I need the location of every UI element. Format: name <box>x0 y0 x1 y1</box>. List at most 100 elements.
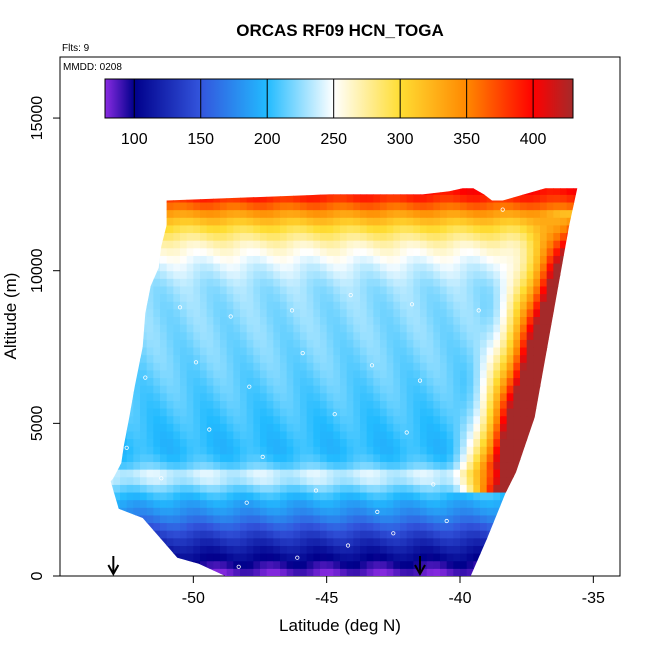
heatmap-cell <box>226 476 234 485</box>
heatmap-cell <box>306 270 314 279</box>
heatmap-cell <box>393 285 401 295</box>
heatmap-cell <box>500 255 508 264</box>
heatmap-cell <box>213 217 221 226</box>
heatmap-cell <box>546 453 554 463</box>
heatmap-cell <box>300 217 308 226</box>
heatmap-cell <box>426 263 434 272</box>
heatmap-cell <box>440 278 448 287</box>
heatmap-cell <box>206 285 214 295</box>
heatmap-cell <box>386 423 394 432</box>
heatmap-cell <box>446 347 454 356</box>
heatmap-cell <box>466 308 474 317</box>
heatmap-cell <box>440 354 448 363</box>
heatmap-cell <box>333 209 341 218</box>
heatmap-cell <box>213 400 221 409</box>
heatmap-cell <box>553 507 561 516</box>
heatmap-cell <box>340 392 348 401</box>
heatmap-cell <box>140 255 148 264</box>
heatmap-cell <box>386 400 394 409</box>
heatmap-cell <box>140 354 148 363</box>
heatmap-cell <box>153 255 161 264</box>
heatmap-cell <box>220 209 228 218</box>
heatmap-cell <box>100 194 107 202</box>
heatmap-cell <box>560 438 568 447</box>
heatmap-cell <box>326 232 334 241</box>
heatmap-cell <box>526 270 534 279</box>
heatmap-cell <box>126 278 134 287</box>
heatmap-cell <box>566 263 574 272</box>
heatmap-cell <box>133 293 141 302</box>
heatmap-cell <box>113 194 121 203</box>
heatmap-cell <box>120 354 128 363</box>
heatmap-cell <box>320 324 328 333</box>
heatmap-cell <box>373 179 380 187</box>
heatmap-cell <box>313 469 321 478</box>
heatmap-cell <box>180 453 188 463</box>
heatmap-cell <box>440 339 448 348</box>
heatmap-cell <box>480 476 488 485</box>
heatmap-cell <box>146 247 154 256</box>
heatmap-cell <box>320 179 327 187</box>
heatmap-cell <box>110 217 114 226</box>
heatmap-cell <box>420 514 428 524</box>
heatmap-cell <box>186 514 194 524</box>
heatmap-cell <box>126 316 134 325</box>
heatmap-cell <box>420 568 428 577</box>
heatmap-cell <box>286 560 294 569</box>
heatmap-cell <box>226 339 234 348</box>
heatmap-cell <box>480 446 488 455</box>
heatmap-cell <box>506 553 514 562</box>
heatmap-cell <box>120 179 127 187</box>
heatmap-cell <box>540 331 548 340</box>
heatmap-cell <box>540 324 548 333</box>
heatmap-cell <box>540 255 548 264</box>
heatmap-cell <box>313 354 321 363</box>
heatmap-cell <box>133 408 141 417</box>
heatmap-cell <box>233 247 241 256</box>
heatmap-cell <box>373 438 381 447</box>
heatmap-cell <box>580 271 587 279</box>
heatmap-cell <box>560 270 568 279</box>
heatmap-cell <box>513 377 521 386</box>
heatmap-cell <box>153 553 161 562</box>
heatmap-cell <box>110 514 114 524</box>
heatmap-cell <box>110 255 114 264</box>
heatmap-cell <box>533 514 541 524</box>
heatmap-cell <box>300 415 308 424</box>
heatmap-cell <box>193 377 201 386</box>
heatmap-cell <box>320 408 328 417</box>
heatmap-cell <box>286 537 294 546</box>
heatmap-cell <box>206 430 214 440</box>
heatmap-cell <box>267 179 274 187</box>
heatmap-cell <box>553 430 561 440</box>
heatmap-cell <box>533 537 541 546</box>
heatmap-cell <box>400 568 408 577</box>
heatmap-cell <box>446 430 454 440</box>
heatmap-cell <box>493 293 501 302</box>
heatmap-cell <box>253 499 261 508</box>
heatmap-cell <box>140 316 148 325</box>
heatmap-cell <box>473 354 481 363</box>
heatmap-cell <box>193 514 201 524</box>
heatmap-cell <box>473 293 481 302</box>
heatmap-cell <box>400 423 408 432</box>
heatmap-cell <box>313 285 321 295</box>
heatmap-cell <box>173 499 181 508</box>
heatmap-cell <box>553 537 561 546</box>
heatmap-cell <box>186 362 194 371</box>
heatmap-cell <box>180 263 188 272</box>
heatmap-cell <box>540 217 548 226</box>
heatmap-cell <box>546 408 554 417</box>
heatmap-cell <box>193 530 201 539</box>
heatmap-cell <box>506 522 514 531</box>
heatmap-cell <box>340 285 348 295</box>
heatmap-cell <box>453 560 461 569</box>
heatmap-cell <box>373 423 381 432</box>
heatmap-cell <box>280 232 288 241</box>
heatmap-cell <box>393 331 401 340</box>
heatmap-cell <box>246 484 254 493</box>
heatmap-cell <box>386 194 394 203</box>
heatmap-cell <box>426 217 434 226</box>
heatmap-cell <box>293 278 301 287</box>
heatmap-cell <box>466 514 474 524</box>
